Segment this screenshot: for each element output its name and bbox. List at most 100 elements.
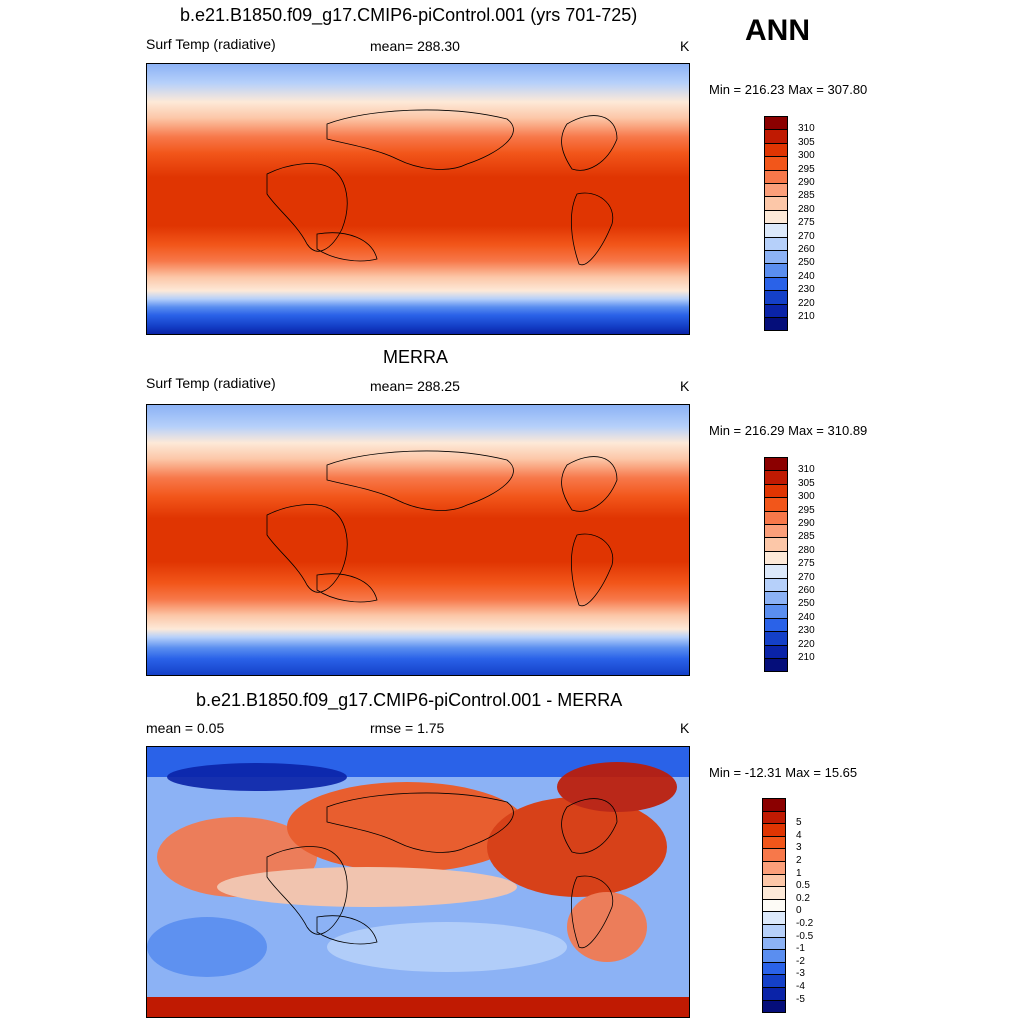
colorbar-tick-label: 230	[798, 284, 815, 296]
colorbar-tick-label: 0	[796, 905, 802, 917]
colorbar-box	[764, 591, 788, 605]
colorbar-tick-label: 305	[798, 477, 815, 489]
colorbar-tick-label: 270	[798, 230, 815, 242]
colorbar-box	[764, 183, 788, 197]
colorbar-box	[762, 873, 786, 887]
panel3-mean-label: mean = 0.05	[146, 720, 225, 736]
colorbar-tick-label: 310	[798, 464, 815, 476]
colorbar-box	[764, 223, 788, 237]
colorbar-box	[764, 644, 788, 658]
panel1-mean-label: mean= 288.30	[370, 38, 460, 54]
panel3-minmax-label: Min = -12.31 Max = 15.65	[709, 765, 858, 780]
colorbar-box	[764, 290, 788, 304]
colorbar-tick-label: 220	[798, 297, 815, 309]
colorbar-tick-label: 260	[798, 244, 815, 255]
colorbar-tick-label: 285	[798, 531, 815, 543]
colorbar-tick-label: -4	[796, 981, 805, 992]
colorbar-box	[762, 911, 786, 924]
panel1-units-label: K	[680, 38, 690, 54]
colorbar-tick-label: 290	[798, 177, 815, 188]
colorbar-tick-label: 210	[798, 311, 815, 322]
colorbar-tick-label: -0.2	[796, 918, 814, 929]
colorbar-tick-label: -5	[796, 993, 805, 1005]
colorbar-box	[764, 537, 788, 551]
panel1-map	[146, 63, 690, 335]
colorbar-tick-label: 295	[798, 504, 815, 516]
colorbar-tick-label: -3	[796, 968, 805, 980]
colorbar-box	[764, 550, 788, 565]
colorbar-tick-label: 305	[798, 136, 815, 148]
colorbar-tick-label: 290	[798, 518, 815, 529]
colorbar-tick-label: 285	[798, 190, 815, 202]
colorbar-tick-label: 240	[798, 270, 815, 282]
colorbar-box	[764, 156, 788, 170]
colorbar-box	[764, 236, 788, 250]
panel1-minmax-label: Min = 216.23 Max = 307.80	[709, 82, 868, 97]
colorbar-tick-label: 310	[798, 123, 815, 135]
colorbar-box	[764, 169, 788, 183]
colorbar-box	[764, 276, 788, 291]
panel2-minmax-label: Min = 216.29 Max = 310.89	[709, 423, 868, 438]
colorbar-box	[762, 848, 786, 861]
colorbar-tick-label: 230	[798, 625, 815, 637]
colorbar-tick-label: 0.5	[796, 880, 810, 892]
colorbar-box	[762, 798, 786, 811]
panel2-title: MERRA	[383, 347, 449, 367]
colorbar-box	[764, 564, 788, 578]
colorbar-tick-label: 1	[796, 867, 802, 879]
panel3-units-label: K	[680, 720, 690, 736]
colorbar-tick-label: 260	[798, 585, 815, 596]
colorbar-box	[762, 835, 786, 849]
colorbar-tick-label: -2	[796, 955, 805, 967]
colorbar-box	[764, 483, 788, 498]
panel2-map	[146, 404, 690, 676]
colorbar-tick-label: 3	[796, 842, 802, 854]
panel2-mean-label: mean= 288.25	[370, 378, 460, 394]
colorbar-box	[764, 524, 788, 538]
colorbar-tick-label: 2	[796, 855, 802, 866]
colorbar-box	[764, 116, 788, 130]
colorbar-box	[764, 510, 788, 524]
colorbar-tick-label: 220	[798, 638, 815, 650]
colorbar-box	[762, 999, 786, 1013]
colorbar-tick-label: 270	[798, 571, 815, 583]
colorbar-box	[764, 658, 788, 672]
colorbar-box	[762, 924, 786, 937]
colorbar-tick-label: 295	[798, 163, 815, 175]
colorbar-box	[762, 810, 786, 824]
panel2-variable-label: Surf Temp (radiative)	[146, 375, 276, 391]
panel1-variable-label: Surf Temp (radiative)	[146, 36, 276, 52]
colorbar-box	[764, 142, 788, 157]
colorbar-tick-label: -0.5	[796, 930, 814, 942]
colorbar-box	[762, 974, 786, 987]
colorbar-tick-label: 4	[796, 829, 802, 841]
colorbar-box	[762, 823, 786, 836]
colorbar-tick-label: 280	[798, 544, 815, 556]
colorbar-tick-label: 300	[798, 150, 815, 162]
season-label: ANN	[745, 14, 810, 47]
colorbar-tick-label: 5	[796, 817, 802, 829]
colorbar-tick-label: 210	[798, 652, 815, 663]
colorbar-tick-label: 250	[798, 598, 815, 610]
panel1-title: b.e21.B1850.f09_g17.CMIP6-piControl.001 …	[180, 5, 638, 25]
colorbar-tick-label: 0.2	[796, 892, 810, 904]
colorbar-box	[762, 936, 786, 950]
colorbar-tick-label: 300	[798, 491, 815, 503]
colorbar-box	[764, 250, 788, 264]
colorbar-box	[764, 497, 788, 511]
colorbar-box	[764, 631, 788, 645]
colorbar-tick-label: 280	[798, 203, 815, 215]
colorbar-box	[764, 457, 788, 471]
panel2-units-label: K	[680, 378, 690, 394]
colorbar-box	[764, 617, 788, 632]
colorbar-box	[764, 196, 788, 210]
colorbar-box	[764, 317, 788, 331]
colorbar-box	[764, 577, 788, 591]
colorbar-box	[762, 898, 786, 912]
colorbar-tick-label: 240	[798, 611, 815, 623]
colorbar-box	[762, 961, 786, 975]
colorbar-box	[764, 263, 788, 277]
colorbar-tick-label: 250	[798, 257, 815, 269]
colorbar-box	[764, 209, 788, 224]
panel3-map	[146, 746, 690, 1018]
